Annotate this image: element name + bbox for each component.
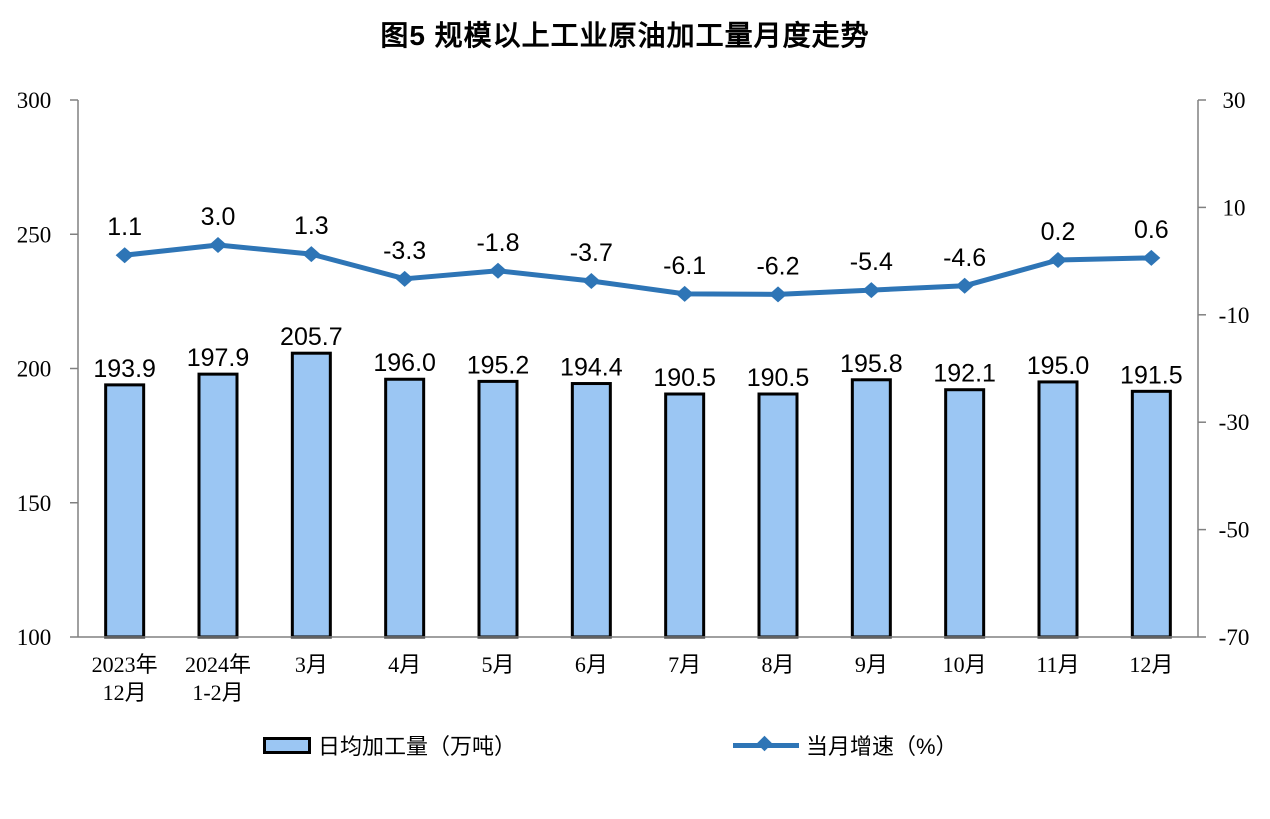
x-axis-label: 12月 <box>103 680 147 705</box>
x-axis-label: 10月 <box>943 652 987 677</box>
line-value-label: -6.1 <box>663 252 706 280</box>
bar <box>197 372 239 639</box>
line-marker <box>209 236 227 253</box>
line-value-label: -6.2 <box>756 252 799 280</box>
bar <box>570 382 612 639</box>
line-value-label: -4.6 <box>943 244 986 272</box>
line-marker <box>769 286 787 303</box>
bar-series-label: 日均加工量（万吨） <box>318 734 517 759</box>
bar-value-label: 194.4 <box>560 354 623 382</box>
left-axis-tick-label: 100 <box>17 625 52 650</box>
x-axis-label: 8月 <box>761 652 794 677</box>
line-marker <box>862 282 881 299</box>
line-value-label: -1.8 <box>476 229 519 257</box>
line-value-label: -5.4 <box>850 248 893 276</box>
line-value-label: 0.2 <box>1041 218 1076 246</box>
bar-value-label: 197.9 <box>187 344 250 372</box>
bar-value-label: 190.5 <box>653 364 716 392</box>
x-axis-label: 9月 <box>855 652 888 677</box>
bar <box>384 377 426 639</box>
right-axis-tick-label: -70 <box>1219 625 1250 650</box>
left-axis-tick-label: 150 <box>17 491 52 516</box>
line-marker <box>675 285 694 302</box>
line-marker <box>955 277 974 294</box>
x-axis-label: 2023年 <box>92 652 158 677</box>
bar-value-label: 190.5 <box>747 364 810 392</box>
line-marker <box>1142 249 1161 266</box>
x-axis-label: 1-2月 <box>192 680 243 705</box>
bar-value-label: 193.9 <box>93 355 156 383</box>
left-axis-tick-label: 200 <box>17 357 52 382</box>
line-marker <box>582 272 601 289</box>
bar-value-label: 195.0 <box>1027 352 1090 380</box>
bar <box>944 388 986 639</box>
x-axis-label: 12月 <box>1129 652 1173 677</box>
x-axis-label: 2024年 <box>185 652 251 677</box>
line-value-label: 0.6 <box>1134 216 1169 244</box>
bar <box>1130 389 1172 639</box>
line-value-label: 1.3 <box>294 212 329 240</box>
chart-title: 图5 规模以上工业原油加工量月度走势 <box>380 20 870 51</box>
x-axis-label: 6月 <box>575 652 608 677</box>
right-axis-tick-label: 30 <box>1223 88 1246 113</box>
right-axis-tick-label: -30 <box>1219 410 1250 435</box>
x-axis-label: 3月 <box>295 652 328 677</box>
growth-line <box>122 242 1154 297</box>
bar <box>290 351 332 639</box>
bar-series-swatch <box>263 736 311 754</box>
left-axis-tick-label: 250 <box>17 222 52 247</box>
bar-value-label: 205.7 <box>280 323 343 351</box>
x-axis-label: 4月 <box>388 652 421 677</box>
bar-value-label: 192.1 <box>933 360 996 388</box>
bar-value-label: 196.0 <box>373 349 436 377</box>
diamond-marker-icon <box>756 735 773 751</box>
line-value-label: -3.7 <box>570 239 613 267</box>
bar <box>850 378 892 639</box>
line-marker <box>489 262 507 279</box>
line-marker <box>115 247 134 264</box>
x-axis-label: 5月 <box>481 652 514 677</box>
line-marker <box>395 270 414 287</box>
bar <box>104 383 146 639</box>
line-marker <box>302 246 321 263</box>
line-value-label: 1.1 <box>107 213 142 241</box>
right-axis-tick-label: -50 <box>1219 518 1250 543</box>
line-series-label: 当月增速（%） <box>806 734 958 759</box>
line-value-label: -3.3 <box>383 237 426 265</box>
bar-value-label: 195.2 <box>467 351 530 379</box>
bar <box>477 379 519 639</box>
legend-item-line: 当月增速（%） <box>733 729 958 761</box>
bar-value-label: 195.8 <box>840 350 903 378</box>
bar-value-label: 191.5 <box>1120 361 1183 389</box>
bar <box>1037 380 1079 639</box>
right-axis-tick-label: -10 <box>1219 303 1250 328</box>
bar <box>757 392 799 639</box>
right-axis-tick-label: 10 <box>1223 195 1246 220</box>
line-marker <box>1049 252 1067 269</box>
line-value-label: 3.0 <box>201 203 236 231</box>
bar <box>664 392 706 639</box>
x-axis-label: 11月 <box>1036 652 1079 677</box>
legend-item-bar: 日均加工量（万吨） <box>263 729 516 761</box>
line-series-swatch <box>733 735 799 751</box>
left-axis-tick-label: 300 <box>17 88 52 113</box>
x-axis-label: 7月 <box>668 652 701 677</box>
legend: 日均加工量（万吨） 当月增速（%） <box>0 729 1270 765</box>
